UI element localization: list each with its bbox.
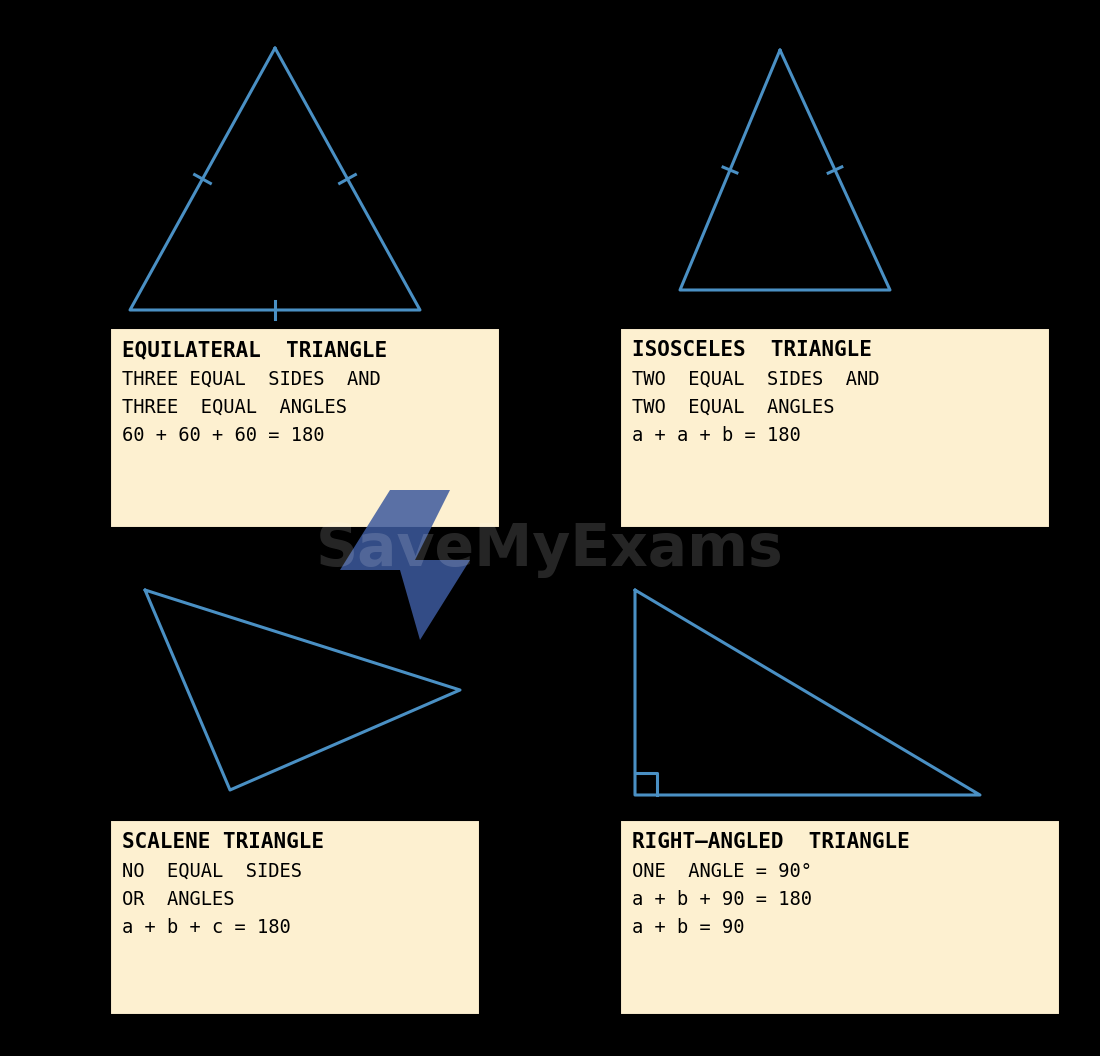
Text: TWO  EQUAL  ANGLES: TWO EQUAL ANGLES (632, 398, 835, 417)
Text: 60 + 60 + 60 = 180: 60 + 60 + 60 = 180 (122, 426, 324, 445)
FancyBboxPatch shape (110, 328, 500, 528)
FancyBboxPatch shape (110, 821, 480, 1015)
Text: a + a + b = 180: a + a + b = 180 (632, 426, 801, 445)
FancyBboxPatch shape (620, 328, 1050, 528)
Text: a + b + c = 180: a + b + c = 180 (122, 918, 290, 937)
Text: SaveMyExams: SaveMyExams (316, 521, 784, 578)
Text: ONE  ANGLE = 90°: ONE ANGLE = 90° (632, 862, 812, 881)
Text: NO  EQUAL  SIDES: NO EQUAL SIDES (122, 862, 303, 881)
Text: THREE EQUAL  SIDES  AND: THREE EQUAL SIDES AND (122, 370, 381, 389)
FancyBboxPatch shape (620, 821, 1060, 1015)
Polygon shape (340, 490, 470, 640)
Text: THREE  EQUAL  ANGLES: THREE EQUAL ANGLES (122, 398, 346, 417)
Text: OR  ANGLES: OR ANGLES (122, 890, 234, 909)
Text: a + b = 90: a + b = 90 (632, 918, 745, 937)
Text: a + b + 90 = 180: a + b + 90 = 180 (632, 890, 812, 909)
Text: ISOSCELES  TRIANGLE: ISOSCELES TRIANGLE (632, 340, 872, 360)
Text: EQUILATERAL  TRIANGLE: EQUILATERAL TRIANGLE (122, 340, 387, 360)
Text: SCALENE TRIANGLE: SCALENE TRIANGLE (122, 832, 324, 852)
Text: RIGHT–ANGLED  TRIANGLE: RIGHT–ANGLED TRIANGLE (632, 832, 910, 852)
Text: TWO  EQUAL  SIDES  AND: TWO EQUAL SIDES AND (632, 370, 880, 389)
